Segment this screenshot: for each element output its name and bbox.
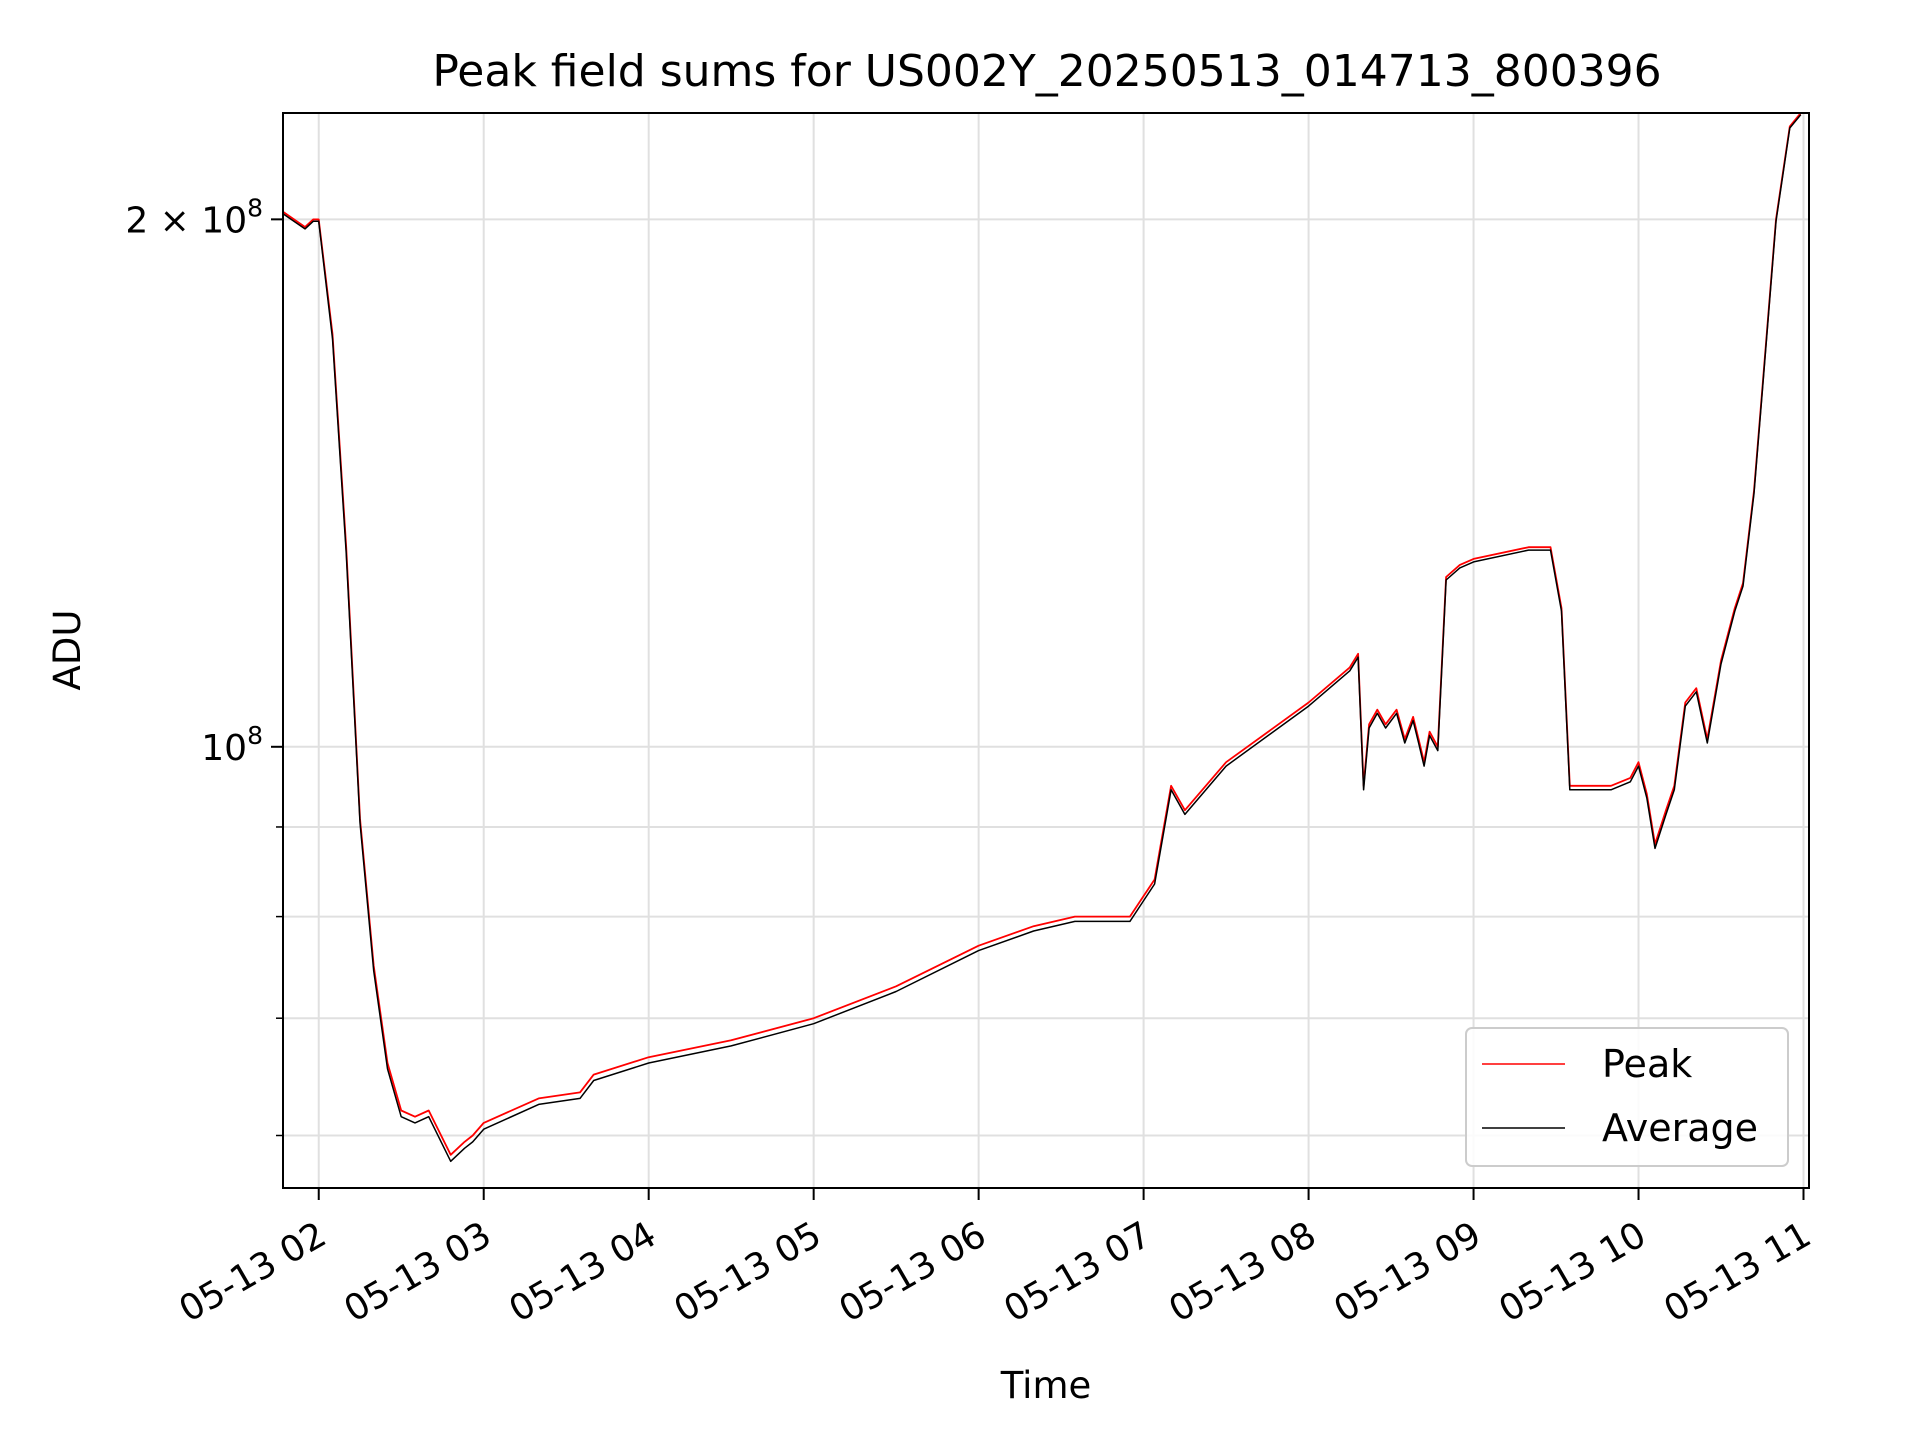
y-axis-label: ADU	[46, 610, 89, 691]
legend-peak-label: Peak	[1602, 1042, 1692, 1086]
y-axis-ticks: 108 2 × 108	[125, 193, 283, 1137]
grid	[283, 113, 1809, 1188]
plot-lines	[282, 112, 1802, 1163]
plot-frame	[282, 112, 1810, 1189]
series-line-average	[282, 114, 1802, 1163]
legend-average-label: Average	[1602, 1106, 1758, 1150]
x-axis-label: Time	[1000, 1364, 1092, 1407]
legend: Peak Average	[1465, 1027, 1789, 1167]
y-tick-label: 2 × 108	[125, 193, 263, 241]
y-tick-label: 108	[201, 721, 263, 769]
legend-box	[1465, 1027, 1789, 1167]
chart-title: Peak field sums for US002Y_20250513_0147…	[432, 46, 1661, 97]
